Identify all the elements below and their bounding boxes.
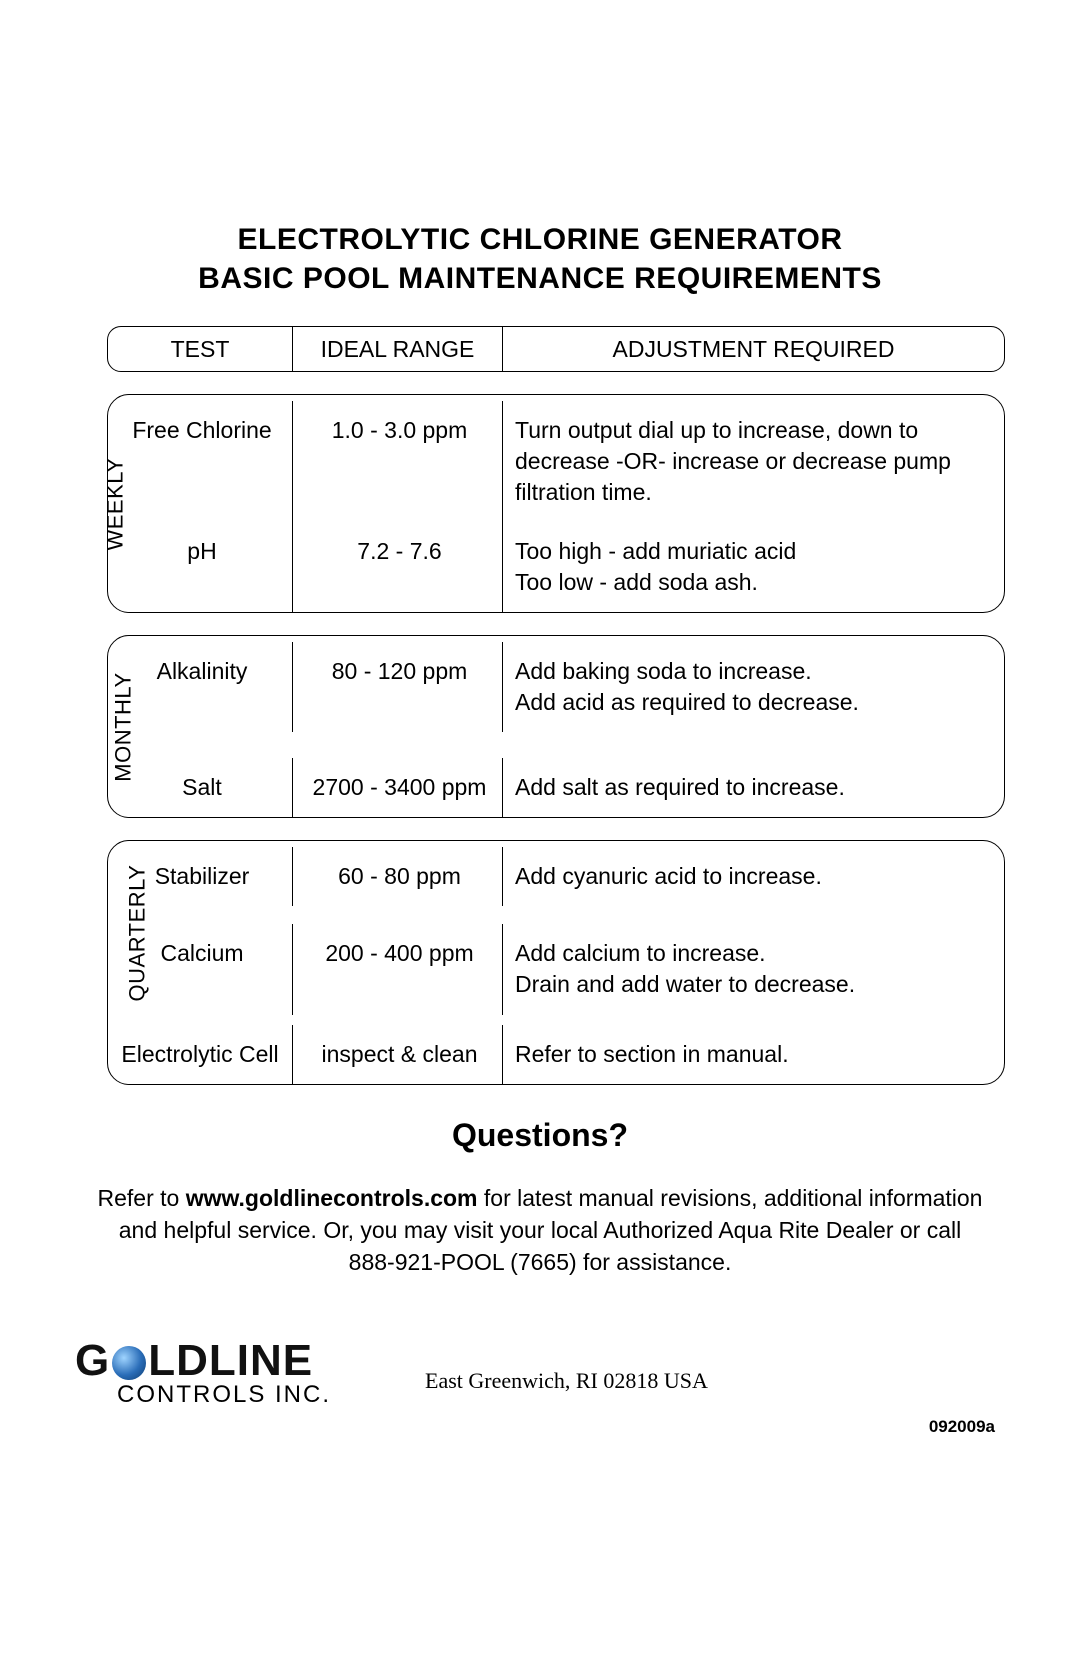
table-row: Electrolytic Cell inspect & clean Refer …	[108, 1015, 1004, 1084]
col-header-test: TEST	[108, 327, 293, 371]
section-monthly: MONTHLY Alkalinity 80 - 120 ppm Add baki…	[107, 635, 1005, 818]
logo-top: G LDLINE	[75, 1339, 395, 1383]
table-row: Calcium 200 - 400 ppm Add calcium to inc…	[108, 906, 1004, 1014]
table-row: Free Chlorine 1.0 - 3.0 ppm Turn output …	[108, 395, 1004, 522]
page-title: ELECTROLYTIC CHLORINE GENERATOR BASIC PO…	[75, 220, 1005, 298]
col-header-adj: ADJUSTMENT REQUIRED	[503, 336, 1004, 363]
cell-adj: Too high - add muriatic acidToo low - ad…	[503, 522, 1004, 612]
document-number: 092009a	[929, 1417, 995, 1437]
cell-adj: Add cyanuric acid to increase.	[503, 847, 1004, 906]
table-header-row: TEST IDEAL RANGE ADJUSTMENT REQUIRED	[107, 326, 1005, 372]
refer-url: www.goldlinecontrols.com	[186, 1185, 478, 1211]
section-label-monthly: MONTHLY	[111, 672, 137, 781]
section-weekly: WEEKLY Free Chlorine 1.0 - 3.0 ppm Turn …	[107, 394, 1005, 613]
cell-range: inspect & clean	[293, 1025, 503, 1084]
section-box: Free Chlorine 1.0 - 3.0 ppm Turn output …	[107, 394, 1005, 613]
cell-adj: Add calcium to increase.Drain and add wa…	[503, 924, 1004, 1014]
cell-test: Electrolytic Cell	[108, 1025, 293, 1084]
title-line-2: BASIC POOL MAINTENANCE REQUIREMENTS	[198, 262, 882, 295]
section-label-weekly: WEEKLY	[103, 457, 129, 550]
cell-adj: Refer to section in manual.	[503, 1025, 1004, 1084]
section-quarterly: QUARTERLY Stabilizer 60 - 80 ppm Add cya…	[107, 840, 1005, 1084]
cell-test: pH	[108, 522, 293, 612]
company-address: East Greenwich, RI 02818 USA	[425, 1368, 708, 1394]
section-box: Stabilizer 60 - 80 ppm Add cyanuric acid…	[107, 840, 1005, 1084]
maintenance-table: TEST IDEAL RANGE ADJUSTMENT REQUIRED WEE…	[107, 326, 1005, 1085]
logo-g: G	[75, 1339, 110, 1383]
refer-text: Refer to www.goldlinecontrols.com for la…	[75, 1182, 1005, 1279]
table-row: Alkalinity 80 - 120 ppm Add baking soda …	[108, 636, 1004, 732]
cell-range: 7.2 - 7.6	[293, 522, 503, 612]
cell-adj: Turn output dial up to increase, down to…	[503, 401, 1004, 522]
table-row: Salt 2700 - 3400 ppm Add salt as require…	[108, 732, 1004, 817]
company-logo: G LDLINE CONTROLS INC.	[75, 1339, 395, 1409]
table-row: pH 7.2 - 7.6 Too high - add muriatic aci…	[108, 522, 1004, 612]
cell-range: 200 - 400 ppm	[293, 924, 503, 1014]
col-header-range: IDEAL RANGE	[293, 327, 503, 371]
logo-bottom: CONTROLS INC.	[75, 1381, 395, 1409]
cell-range: 60 - 80 ppm	[293, 847, 503, 906]
section-label-quarterly: QUARTERLY	[124, 865, 150, 1002]
globe-icon	[112, 1346, 146, 1380]
questions-heading: Questions?	[75, 1117, 1005, 1154]
cell-range: 1.0 - 3.0 ppm	[293, 401, 503, 522]
refer-prefix: Refer to	[98, 1185, 186, 1211]
table-row: Stabilizer 60 - 80 ppm Add cyanuric acid…	[108, 841, 1004, 906]
cell-adj: Add baking soda to increase.Add acid as …	[503, 642, 1004, 732]
cell-range: 2700 - 3400 ppm	[293, 758, 503, 817]
title-line-1: ELECTROLYTIC CHLORINE GENERATOR	[238, 223, 843, 256]
footer: G LDLINE CONTROLS INC. East Greenwich, RI…	[75, 1339, 1005, 1409]
cell-adj: Add salt as required to increase.	[503, 758, 1004, 817]
logo-rest: LDLINE	[148, 1339, 313, 1383]
cell-test: Free Chlorine	[108, 401, 293, 522]
section-box: Alkalinity 80 - 120 ppm Add baking soda …	[107, 635, 1005, 818]
cell-range: 80 - 120 ppm	[293, 642, 503, 732]
